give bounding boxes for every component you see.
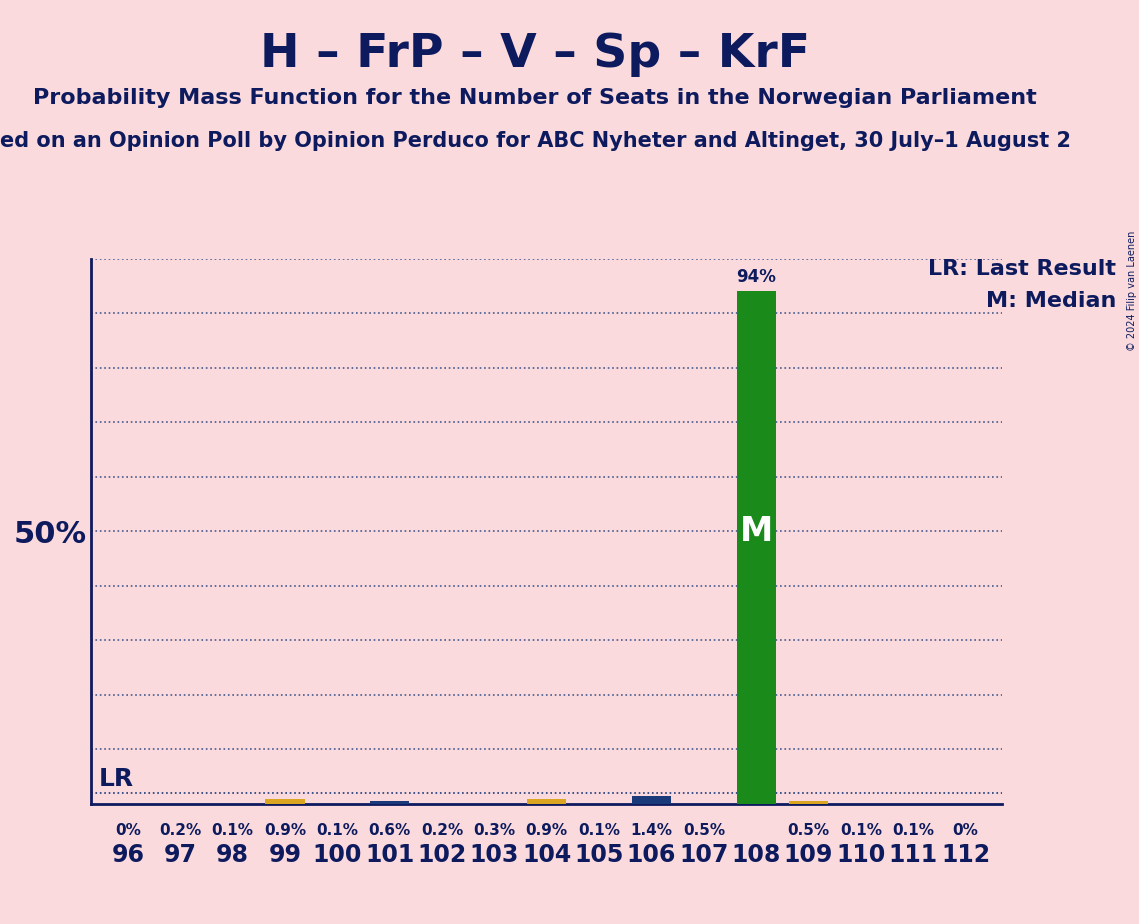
Text: 0.1%: 0.1% [212, 823, 254, 838]
Text: 1.4%: 1.4% [631, 823, 672, 838]
Bar [370, 800, 409, 804]
Text: 0.5%: 0.5% [682, 823, 724, 838]
Text: 0.1%: 0.1% [317, 823, 359, 838]
Text: M: M [739, 515, 773, 548]
Text: 0.5%: 0.5% [787, 823, 829, 838]
Text: 0.2%: 0.2% [159, 823, 202, 838]
Text: 0.6%: 0.6% [369, 823, 411, 838]
Text: H – FrP – V – Sp – KrF: H – FrP – V – Sp – KrF [261, 32, 810, 78]
Text: 0%: 0% [115, 823, 141, 838]
Bar [265, 799, 304, 804]
Bar [789, 801, 828, 804]
Text: 0.9%: 0.9% [264, 823, 306, 838]
Text: LR: LR [99, 767, 134, 791]
Text: 94%: 94% [736, 268, 776, 286]
Text: LR: Last Result: LR: Last Result [928, 259, 1116, 279]
Text: M: Median: M: Median [986, 291, 1116, 311]
Bar [632, 796, 671, 804]
Text: Probability Mass Function for the Number of Seats in the Norwegian Parliament: Probability Mass Function for the Number… [33, 88, 1038, 108]
Bar [789, 801, 828, 804]
Bar [632, 796, 671, 804]
Bar [737, 291, 776, 804]
Text: 0.1%: 0.1% [892, 823, 934, 838]
Text: 0.3%: 0.3% [474, 823, 516, 838]
Text: 0.9%: 0.9% [526, 823, 567, 838]
Text: © 2024 Filip van Laenen: © 2024 Filip van Laenen [1126, 231, 1137, 351]
Text: 0.2%: 0.2% [420, 823, 464, 838]
Text: 0.1%: 0.1% [579, 823, 620, 838]
Bar [265, 799, 304, 804]
Bar [527, 799, 566, 804]
Bar [370, 800, 409, 804]
Bar [527, 799, 566, 804]
Text: ed on an Opinion Poll by Opinion Perduco for ABC Nyheter and Altinget, 30 July–1: ed on an Opinion Poll by Opinion Perduco… [0, 131, 1071, 152]
Text: 0.1%: 0.1% [839, 823, 882, 838]
Text: 0%: 0% [952, 823, 978, 838]
Bar [737, 291, 776, 804]
